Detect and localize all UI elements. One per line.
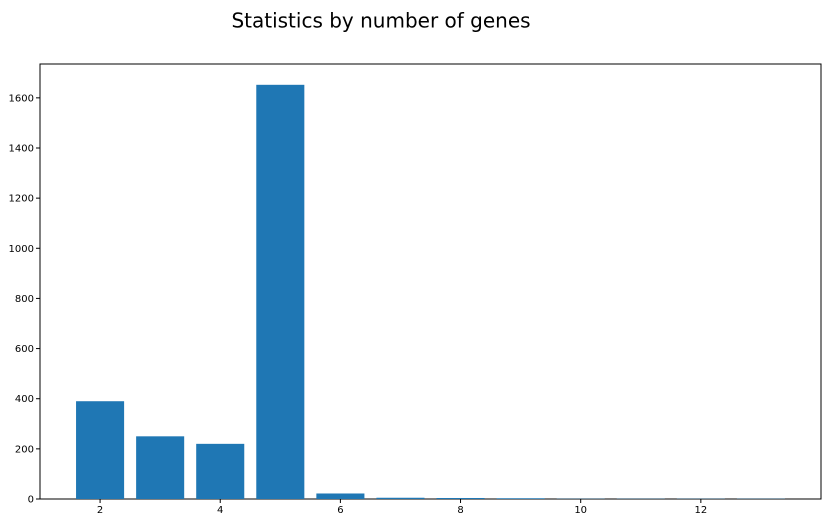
bar <box>376 497 425 499</box>
y-tick-label: 800 <box>15 294 34 305</box>
bar <box>196 443 245 499</box>
y-tick-label: 600 <box>15 344 34 355</box>
y-tick-label: 200 <box>15 444 34 455</box>
x-axis: 2 4 6 8 10 12 <box>97 499 707 516</box>
bar <box>256 84 305 499</box>
y-tick-label: 1400 <box>9 143 34 154</box>
y-tick-label: 0 <box>28 495 34 506</box>
bar <box>316 493 365 499</box>
bar <box>496 498 545 499</box>
y-tick-label: 400 <box>15 394 34 405</box>
plot-frame <box>39 63 822 500</box>
y-tick-label: 1600 <box>9 93 34 104</box>
bar <box>436 497 485 499</box>
chart-title: Statistics by number of genes <box>231 9 530 33</box>
y-tick-label: 1000 <box>9 244 34 255</box>
bars <box>76 84 785 499</box>
x-tick-label: 8 <box>457 505 463 516</box>
bar <box>76 401 125 499</box>
y-axis: 0 200 400 600 800 1000 1200 1400 1600 <box>9 93 40 506</box>
x-tick-label: 2 <box>97 505 103 516</box>
y-tick-label: 1200 <box>9 194 34 205</box>
x-tick-label: 6 <box>337 505 343 516</box>
bar <box>136 436 185 499</box>
x-tick-label: 10 <box>574 505 587 516</box>
x-tick-label: 12 <box>694 505 707 516</box>
x-tick-label: 4 <box>217 505 223 516</box>
